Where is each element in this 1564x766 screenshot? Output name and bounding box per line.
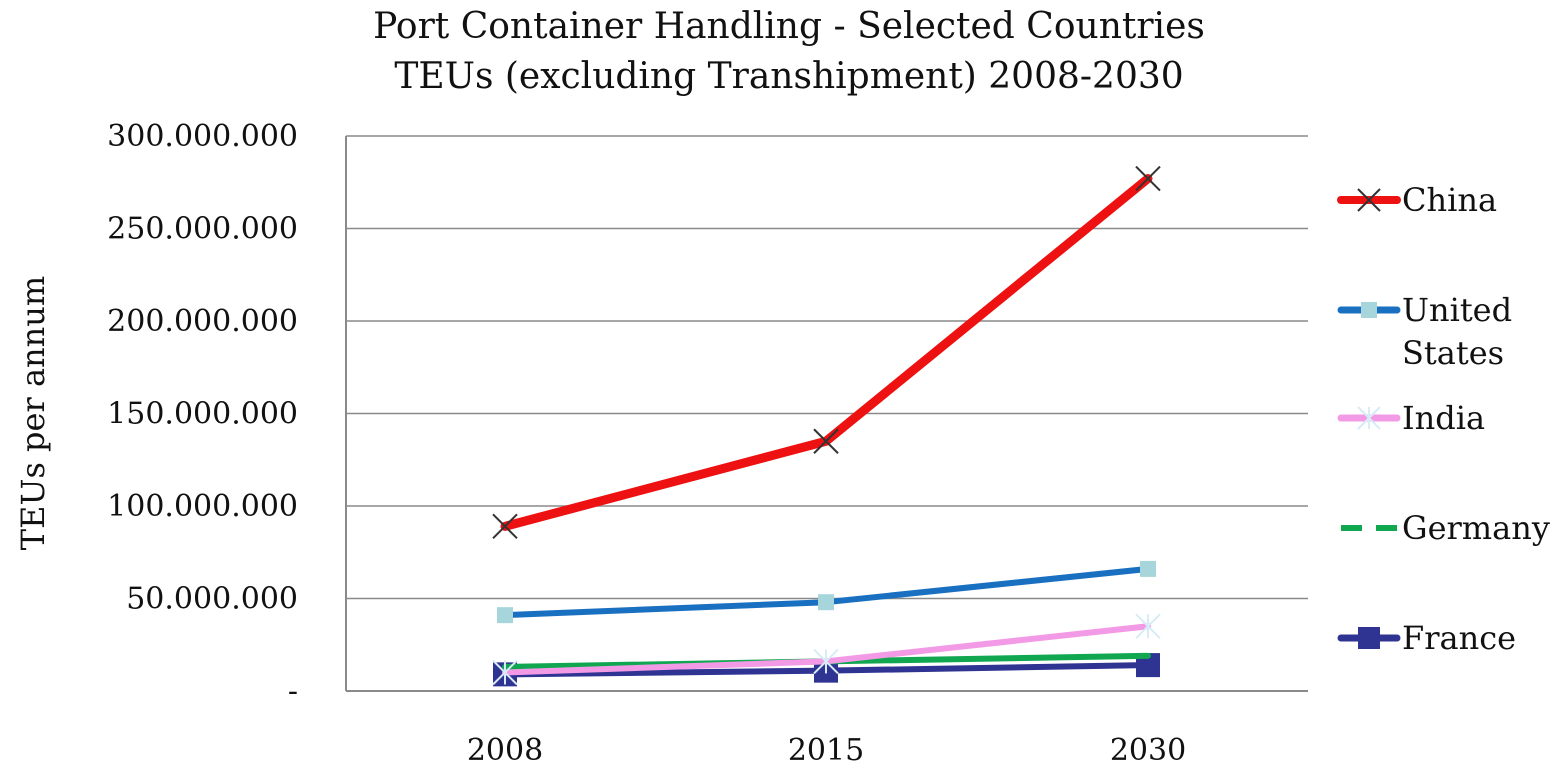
x-tick-label: 2015 <box>788 733 864 766</box>
y-tick-label: 250.000.000 <box>107 212 298 247</box>
marker-stroke <box>492 513 518 540</box>
chart-subtitle: TEUs (excluding Transhipment) 2008-2030 <box>394 56 1183 97</box>
chart-title: Port Container Handling - Selected Count… <box>373 6 1205 47</box>
y-axis-label: TEUs per annum <box>14 276 52 550</box>
marker-stroke <box>1135 165 1161 192</box>
y-tick-label: 50.000.000 <box>126 582 298 617</box>
legend-label-china: China <box>1402 181 1497 219</box>
legend-marker-france <box>1358 627 1380 649</box>
legend-marker-china <box>1357 188 1381 212</box>
data-point-india <box>1135 613 1161 639</box>
y-tick-label: 200.000.000 <box>107 304 298 339</box>
legend-marker-india <box>1357 406 1381 430</box>
x-tick-label: 2030 <box>1110 733 1186 766</box>
y-tick-label: - <box>288 674 298 709</box>
axes <box>345 136 1308 692</box>
data-point-united-states <box>818 594 834 611</box>
series-lines <box>492 165 1161 687</box>
marker-stroke <box>1357 188 1381 212</box>
data-point-china <box>492 513 518 540</box>
data-point-india <box>813 648 839 675</box>
legend-label-india: India <box>1402 399 1485 437</box>
data-point-china <box>813 428 839 454</box>
y-tick-label: 100.000.000 <box>107 489 298 524</box>
x-tick-label: 2008 <box>467 733 543 766</box>
data-point-india <box>492 659 518 686</box>
legend-label-germany: Germany <box>1402 509 1550 547</box>
legend-marker-united-states <box>1361 302 1377 318</box>
y-tick-labels: - 50.000.000 100.000.000 150.000.000 200.000… <box>107 119 298 709</box>
legend-label-france: France <box>1402 619 1516 657</box>
data-point-china <box>1135 165 1161 192</box>
gridlines <box>346 135 1308 600</box>
legend-label-united-states: United <box>1402 291 1512 329</box>
marker-stroke <box>813 428 839 454</box>
y-tick-label: 300.000.000 <box>107 119 298 154</box>
x-tick-labels: 2008 2015 2030 <box>467 733 1186 766</box>
data-point-united-states <box>497 607 513 624</box>
series-line-china <box>500 174 1153 531</box>
legend-label-united-states: States <box>1402 334 1504 372</box>
y-tick-label: 150.000.000 <box>107 397 298 432</box>
data-point-united-states <box>1140 560 1156 577</box>
legend: China United States India Germany France <box>1337 181 1550 657</box>
